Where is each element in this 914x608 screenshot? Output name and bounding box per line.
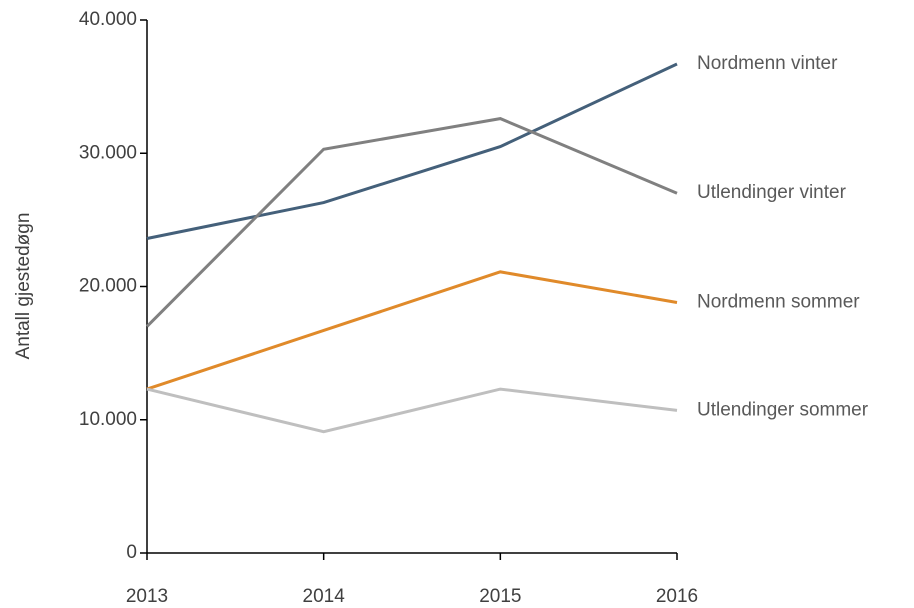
y-axis-label: Antall gjestedøgn <box>13 213 34 360</box>
x-tick-label: 2014 <box>303 586 346 607</box>
y-tick-label: 10.000 <box>79 409 137 430</box>
series-label: Nordmenn sommer <box>697 292 860 313</box>
series-line <box>146 387 678 434</box>
series-line <box>146 62 678 240</box>
series-line <box>146 270 678 391</box>
series-line <box>145 117 678 328</box>
series-label: Utlendinger vinter <box>697 182 847 203</box>
series-label: Utlendinger sommer <box>697 399 869 420</box>
y-tick-label: 0 <box>126 542 137 563</box>
y-tick-label: 30.000 <box>79 142 137 163</box>
y-tick-label: 40.000 <box>79 9 137 30</box>
x-tick-label: 2015 <box>479 586 521 607</box>
x-tick-label: 2016 <box>656 586 698 607</box>
series-label: Nordmenn vinter <box>697 53 838 74</box>
y-tick-label: 20.000 <box>79 276 137 297</box>
x-tick-label: 2013 <box>126 586 168 607</box>
